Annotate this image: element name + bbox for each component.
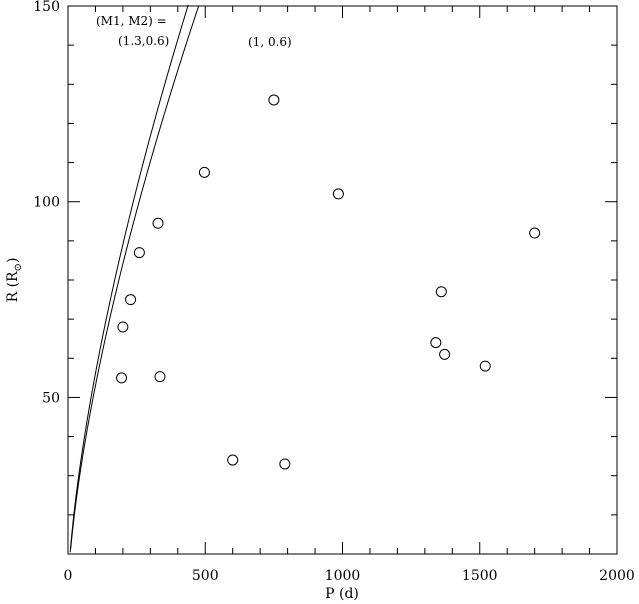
- x-tick-label: 1500: [462, 568, 498, 584]
- curve-label-1-line2: (1.3,0.6): [118, 34, 169, 48]
- y-tick-label: 50: [42, 390, 60, 406]
- y-axis-label: R (R⊙): [5, 258, 24, 303]
- data-point: [479, 360, 491, 372]
- x-tick-label: 0: [64, 568, 73, 584]
- data-point: [529, 227, 541, 239]
- y-axis-label-close: ): [5, 258, 21, 263]
- y-axis-label-sub: ⊙: [13, 263, 24, 271]
- y-axis-label-main: R (R: [5, 271, 21, 302]
- data-point: [435, 286, 447, 298]
- data-points: [116, 94, 541, 470]
- roche-curve-2: [70, 5, 200, 549]
- x-tick-label: 1000: [325, 568, 361, 584]
- roche-curves: [69, 4, 200, 553]
- data-point: [116, 372, 128, 384]
- y-tick-label: 150: [33, 0, 60, 15]
- data-point: [439, 348, 451, 360]
- data-point: [117, 321, 129, 333]
- data-point: [227, 454, 239, 466]
- data-point: [198, 166, 210, 178]
- data-point: [430, 337, 442, 349]
- data-point: [133, 247, 145, 259]
- y-tick-label: 100: [33, 195, 60, 211]
- x-axis-label: P (d): [325, 586, 359, 602]
- x-tick-label: 500: [192, 568, 219, 584]
- data-point: [154, 371, 166, 383]
- data-point: [332, 188, 344, 200]
- plot-frame: [67, 5, 618, 555]
- x-tick-label: 2000: [599, 568, 635, 584]
- curve-label-2: (1, 0.6): [248, 35, 292, 49]
- plot-border: [67, 5, 618, 555]
- tick-labels: 0 500 1000 1500 2000 50 100 150: [33, 0, 635, 584]
- data-point: [125, 294, 137, 306]
- curve-label-1-line1: (M1, M2) =: [96, 14, 167, 28]
- roche-curve-1: [69, 4, 189, 553]
- data-point: [268, 94, 280, 106]
- data-point: [279, 458, 291, 470]
- axis-ticks: [67, 5, 618, 555]
- data-point: [152, 217, 164, 229]
